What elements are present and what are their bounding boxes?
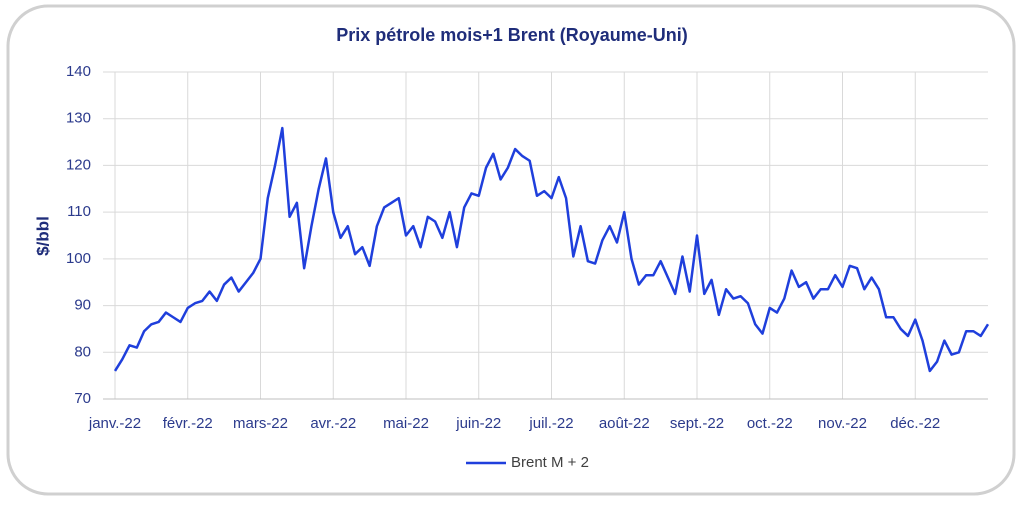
x-tick-label: août-22 xyxy=(599,415,650,432)
y-axis-label: $/bbl xyxy=(33,216,52,256)
x-tick-label: mars-22 xyxy=(233,415,288,432)
legend-label: Brent M + 2 xyxy=(511,454,589,471)
x-tick-label: oct.-22 xyxy=(747,415,793,432)
y-tick-label: 90 xyxy=(74,297,91,314)
x-tick-label: juil.-22 xyxy=(528,415,573,432)
y-tick-label: 70 xyxy=(74,390,91,407)
y-tick-label: 120 xyxy=(66,156,91,173)
y-tick-label: 140 xyxy=(66,63,91,80)
y-tick-label: 100 xyxy=(66,250,91,267)
x-tick-label: nov.-22 xyxy=(818,415,867,432)
y-tick-label: 80 xyxy=(74,343,91,360)
x-tick-label: mai-22 xyxy=(383,415,429,432)
x-tick-label: juin-22 xyxy=(455,415,501,432)
x-tick-label: févr.-22 xyxy=(163,415,213,432)
data-line xyxy=(113,126,990,373)
y-tick-label: 110 xyxy=(67,203,91,220)
x-tick-label: avr.-22 xyxy=(310,415,356,432)
chart-frame xyxy=(6,4,1016,496)
x-tick-label: déc.-22 xyxy=(890,415,940,432)
x-tick-label: janv.-22 xyxy=(88,415,141,432)
y-tick-label: 130 xyxy=(66,110,91,127)
x-tick-label: sept.-22 xyxy=(670,415,724,432)
chart-title: Prix pétrole mois+1 Brent (Royaume-Uni) xyxy=(336,25,688,45)
